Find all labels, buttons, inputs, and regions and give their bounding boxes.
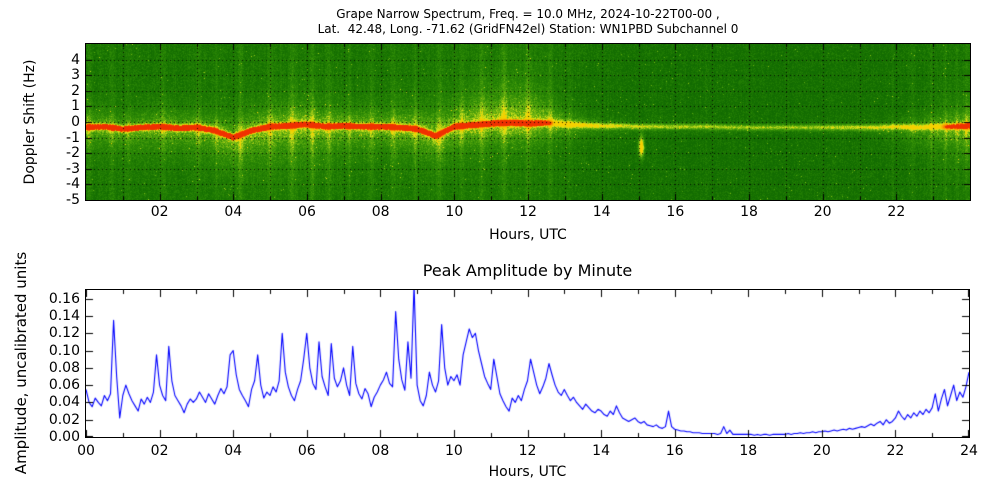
tick-label: 14 <box>592 443 610 459</box>
tick-label: 16 <box>665 443 684 459</box>
tick-label: 20 <box>812 443 831 459</box>
tick-label: 12 <box>518 443 537 459</box>
tick-label: 02 <box>150 443 169 459</box>
tick-label: 08 <box>371 443 390 459</box>
tick-label: 20 <box>813 204 832 220</box>
tick-label: 16 <box>666 204 685 220</box>
tick-label: -3 <box>66 160 80 177</box>
tick-label: 12 <box>519 204 537 220</box>
amplitude-line-plot <box>85 289 970 438</box>
tick-label: 24 <box>960 443 978 459</box>
tick-label: 0.12 <box>48 325 80 342</box>
tick-label: 10 <box>445 204 464 220</box>
tick-label: 02 <box>150 204 169 220</box>
tick-label: -5 <box>66 192 80 208</box>
tick-label: 4 <box>71 51 80 68</box>
tick-label: 08 <box>371 204 390 220</box>
tick-label: 2 <box>71 82 80 99</box>
tick-label: 18 <box>740 204 758 220</box>
tick-label: 00 <box>77 443 95 459</box>
spectrogram-xaxis-label: Hours, UTC <box>489 227 567 243</box>
tick-label: -4 <box>66 176 80 193</box>
tick-label: 0.08 <box>48 359 80 376</box>
tick-label: 0.14 <box>48 307 80 324</box>
tick-label: -2 <box>66 145 80 162</box>
spectrogram-title: Grape Narrow Spectrum, Freq. = 10.0 MHz,… <box>317 7 739 36</box>
tick-label: 14 <box>592 204 611 220</box>
tick-label: 10 <box>444 443 463 459</box>
tick-label: 06 <box>297 443 316 459</box>
tick-label: 3 <box>71 67 80 84</box>
tick-label: 0.02 <box>48 411 80 428</box>
amplitude-axis-label: Amplitude, uncalibrated units <box>12 251 30 475</box>
tick-label: 22 <box>887 204 906 220</box>
tick-label: 0.06 <box>48 377 80 394</box>
tick-label: 22 <box>886 443 905 459</box>
tick-label: 0.00 <box>48 429 80 445</box>
spectrogram-plot <box>85 43 971 201</box>
tick-label: 04 <box>224 443 243 459</box>
tick-label: 1 <box>71 98 80 115</box>
tick-label: 0.04 <box>48 394 80 411</box>
amplitude-xaxis-label: Hours, UTC <box>488 464 567 480</box>
tick-label: 0.16 <box>48 290 80 307</box>
tick-label: 0.10 <box>48 342 80 359</box>
tick-label: 18 <box>739 443 758 459</box>
tick-label: 06 <box>298 204 316 220</box>
tick-label: 0 <box>71 114 80 130</box>
tick-label: 04 <box>224 204 243 220</box>
doppler-shift-axis-label: Doppler Shift (Hz) <box>22 59 38 185</box>
amplitude-title: Peak Amplitude by Minute <box>422 261 633 280</box>
tick-label: -1 <box>66 129 80 146</box>
